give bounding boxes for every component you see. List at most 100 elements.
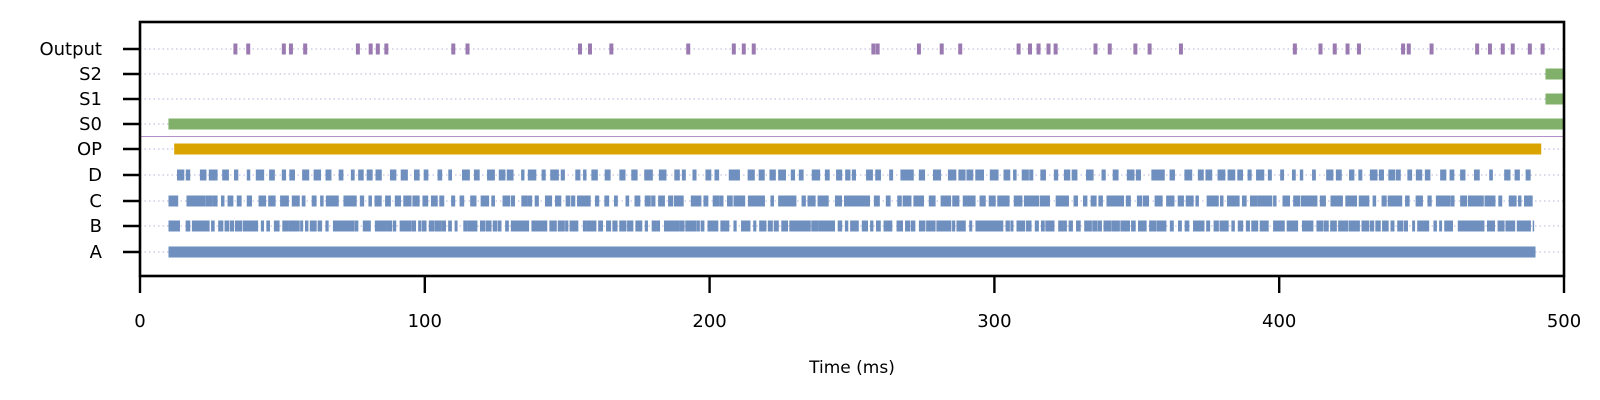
spike-c-53 (644, 195, 651, 207)
spike-b-31 (362, 220, 369, 232)
spike-d-34 (560, 169, 565, 181)
spike-c-96 (988, 195, 996, 207)
spike-c-6 (212, 195, 218, 207)
spike-c-77 (823, 195, 829, 207)
spike-c-94 (968, 195, 976, 207)
spike-d-56 (811, 169, 821, 181)
output-spike-17 (751, 43, 756, 55)
output-spike-41 (1475, 43, 1480, 55)
output-spike-35 (1332, 43, 1337, 55)
spike-b-168 (1206, 220, 1211, 232)
spike-b-52 (492, 220, 498, 232)
spike-d-62 (875, 169, 881, 181)
spike-d-8 (269, 169, 275, 181)
spike-b-65 (575, 220, 579, 232)
output-spike-46 (1540, 43, 1545, 55)
spike-c-42 (544, 195, 553, 207)
spike-d-105 (1358, 169, 1363, 181)
spike-c-22 (359, 195, 365, 207)
spike-c-71 (778, 195, 786, 207)
spike-d-112 (1424, 169, 1431, 181)
spike-b-57 (524, 220, 530, 232)
spike-c-63 (719, 195, 724, 207)
spike-d-37 (591, 169, 598, 181)
spike-c-141 (1364, 195, 1370, 207)
spike-d-63 (889, 169, 894, 181)
output-spike-31 (1147, 43, 1152, 55)
spike-b-115 (883, 220, 890, 232)
spike-b-86 (700, 220, 705, 232)
output-spike-22 (958, 43, 963, 55)
spike-b-7 (211, 220, 215, 232)
spike-c-148 (1427, 195, 1432, 207)
spike-b-165 (1184, 220, 1190, 232)
spike-d-12 (313, 169, 322, 181)
spike-b-177 (1265, 220, 1269, 232)
spike-b-180 (1280, 220, 1285, 232)
output-spike-13 (609, 43, 614, 55)
output-spike-15 (731, 43, 736, 55)
spike-d-49 (736, 169, 740, 181)
x-axis-ticks: 0 100 200 300 400 500 (134, 276, 1581, 332)
spike-d-60 (851, 169, 856, 181)
output-spike-39 (1406, 43, 1411, 55)
spike-b-76 (644, 220, 648, 232)
spike-d-85 (1135, 169, 1141, 181)
xtick-label-200: 200 (692, 311, 726, 332)
spike-d-2 (199, 169, 207, 181)
spike-d-19 (389, 169, 397, 181)
spike-b-124 (941, 220, 949, 232)
spike-c-9 (236, 195, 242, 207)
spike-c-156 (1489, 195, 1496, 207)
spike-c-95 (979, 195, 986, 207)
output-spike-43 (1500, 43, 1505, 55)
spike-d-80 (1071, 169, 1078, 181)
spike-c-110 (1106, 195, 1115, 207)
spike-c-17 (320, 195, 324, 207)
xtick-label-0: 0 (134, 311, 145, 332)
spike-b-114 (875, 220, 881, 232)
spike-b-149 (1092, 220, 1098, 232)
spike-b-137 (1016, 220, 1023, 232)
spike-c-133 (1300, 195, 1310, 207)
spike-b-139 (1026, 220, 1032, 232)
spike-b-202 (1421, 220, 1429, 232)
spike-b-152 (1107, 220, 1112, 232)
spike-c-20 (343, 195, 351, 207)
spike-b-186 (1316, 220, 1324, 232)
spike-c-102 (1039, 195, 1048, 207)
spike-d-98 (1280, 169, 1285, 181)
spike-d-57 (824, 169, 830, 181)
spike-b-164 (1178, 220, 1182, 232)
spike-c-127 (1249, 195, 1258, 207)
spike-c-4 (198, 195, 206, 207)
spike-d-47 (714, 169, 720, 181)
spike-b-15 (260, 220, 265, 232)
spike-d-16 (358, 169, 364, 181)
spike-c-3 (192, 195, 200, 207)
output-spike-28 (1093, 43, 1098, 55)
spike-c-62 (712, 195, 720, 207)
spike-c-90 (940, 195, 946, 207)
spike-c-48 (594, 195, 600, 207)
spike-c-51 (625, 195, 630, 207)
spike-b-37 (399, 220, 408, 232)
spike-b-179 (1276, 220, 1282, 232)
spike-d-61 (866, 169, 873, 181)
ytick-label-s1: S1 (79, 89, 102, 110)
spike-c-29 (422, 195, 429, 207)
spike-d-87 (1158, 169, 1165, 181)
spike-b-103 (811, 220, 819, 232)
output-spike-30 (1133, 43, 1138, 55)
spike-d-59 (845, 169, 851, 181)
spike-c-131 (1282, 195, 1291, 207)
spike-c-143 (1381, 195, 1387, 207)
spike-b-172 (1231, 220, 1235, 232)
spike-c-41 (534, 195, 539, 207)
spike-c-56 (668, 195, 674, 207)
spike-d-67 (932, 169, 942, 181)
spike-b-98 (781, 220, 789, 232)
spike-d-21 (414, 169, 420, 181)
spike-b-192 (1353, 220, 1360, 232)
output-spike-18 (871, 43, 876, 55)
